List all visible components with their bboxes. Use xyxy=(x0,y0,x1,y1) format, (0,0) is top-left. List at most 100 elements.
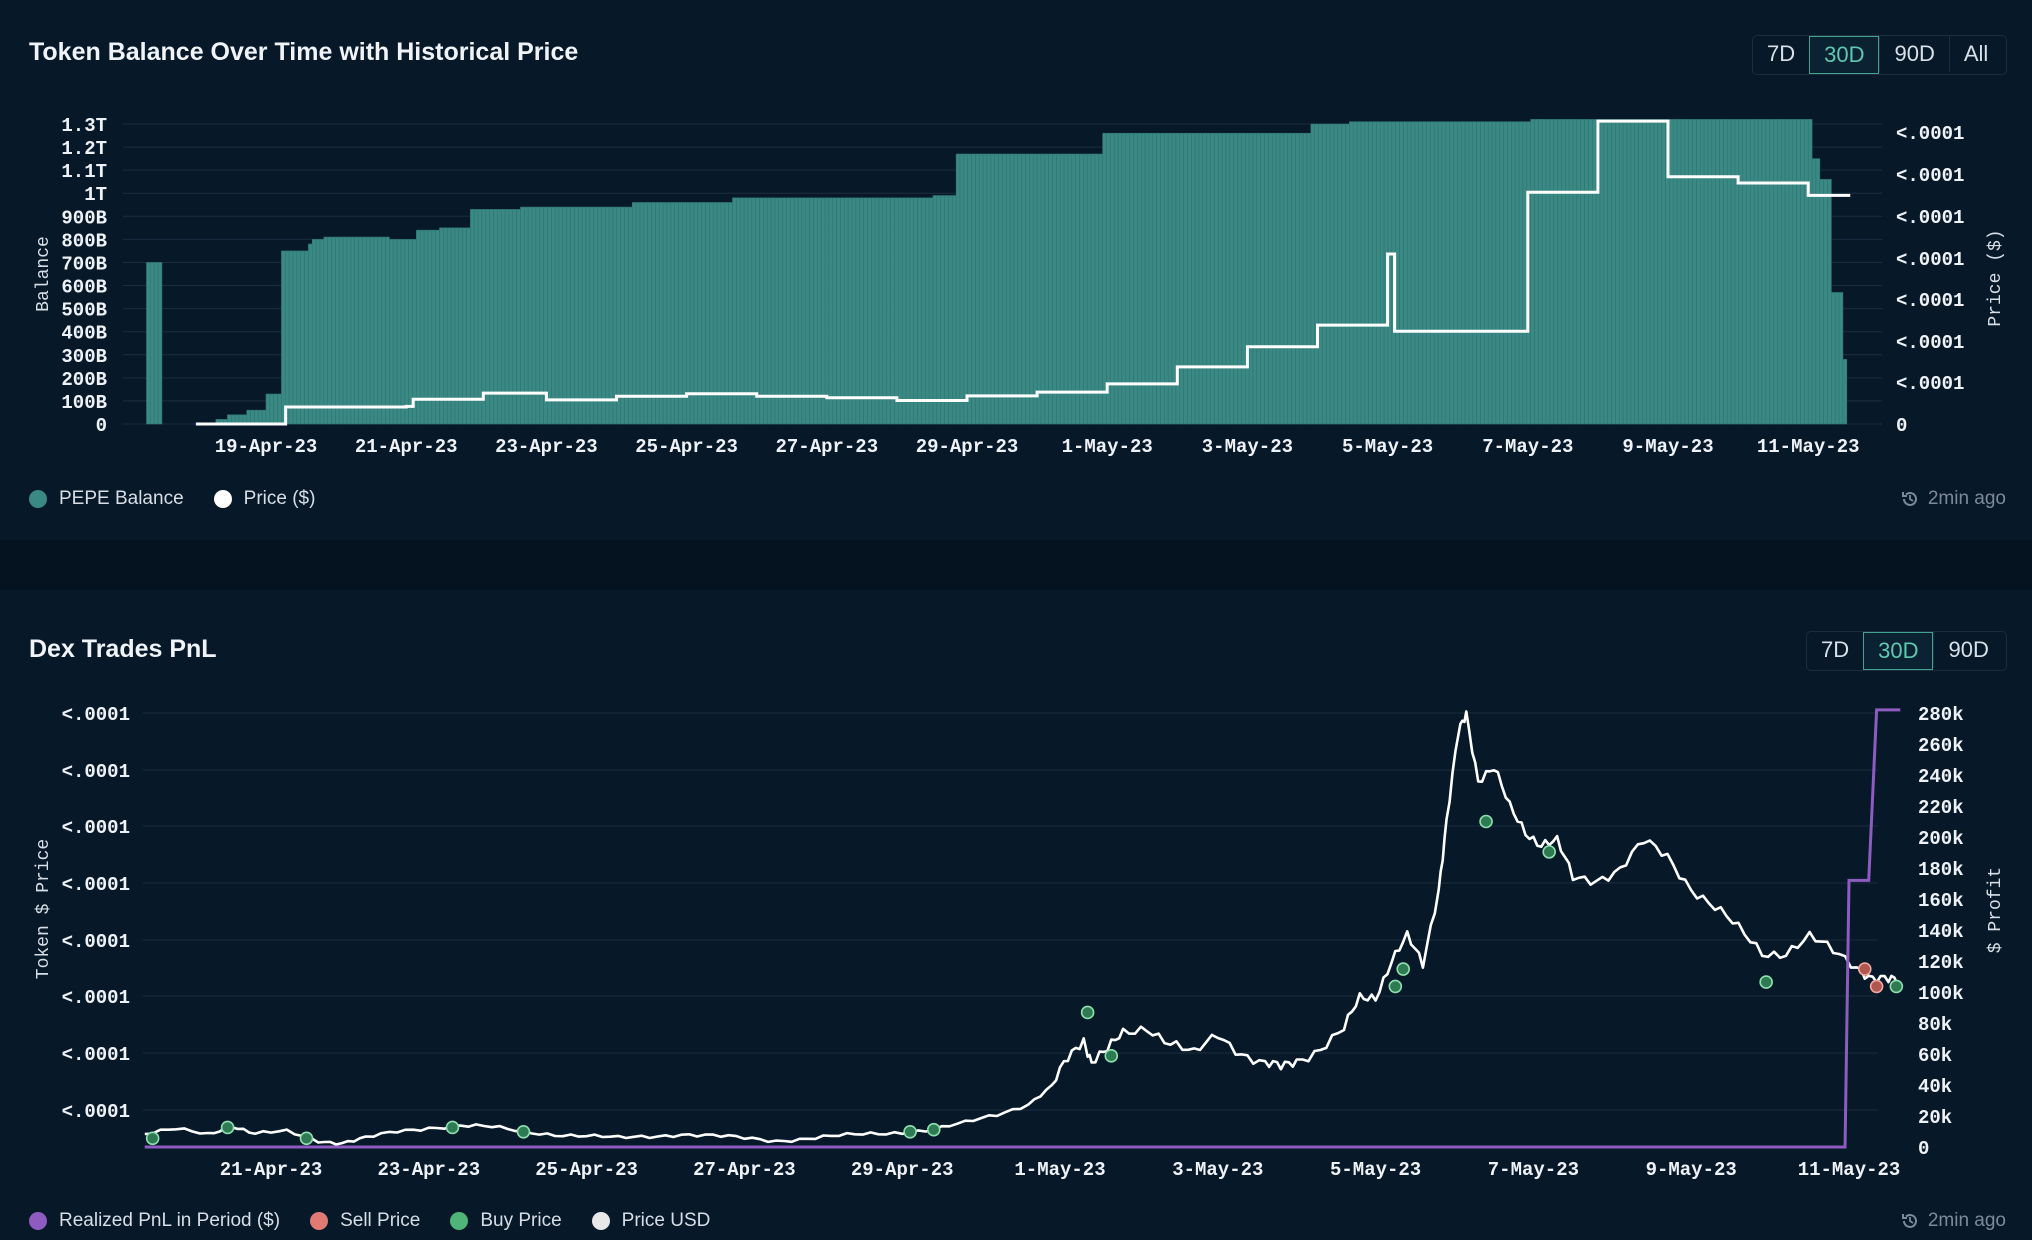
legend-item-balance[interactable]: PEPE Balance xyxy=(29,488,184,510)
balance-bar xyxy=(269,393,275,425)
balance-bar xyxy=(1626,119,1632,425)
balance-bar xyxy=(1071,153,1076,425)
legend-item-price-usd[interactable]: Price USD xyxy=(591,1210,711,1232)
balance-bar xyxy=(805,197,810,425)
balance-bar xyxy=(1283,132,1289,425)
buy-price-marker xyxy=(903,1125,917,1139)
legend-label: Price USD xyxy=(621,1210,711,1231)
balance-bar xyxy=(1557,119,1562,425)
y-tick-label: <.0001 xyxy=(62,817,130,839)
balance-bar xyxy=(898,197,903,425)
balance-bar xyxy=(1314,123,1319,425)
balance-bar xyxy=(1094,153,1100,425)
balance-bar xyxy=(1191,132,1196,425)
balance-bar xyxy=(1252,132,1258,425)
balance-bar xyxy=(443,227,448,425)
range-all-button[interactable]: All xyxy=(1948,36,2002,72)
balance-bar xyxy=(547,206,552,425)
range-selector: 7D 30D 90D All xyxy=(1752,35,2007,75)
range-7d-button[interactable]: 7D xyxy=(1767,41,1796,66)
balance-bar xyxy=(524,206,529,425)
balance-bar xyxy=(1268,132,1273,425)
balance-bar xyxy=(1688,119,1693,425)
balance-bar xyxy=(666,202,672,425)
balance-bar xyxy=(1703,119,1709,425)
balance-bar xyxy=(928,197,934,425)
balance-bar xyxy=(670,202,676,425)
balance-bar xyxy=(1499,121,1504,425)
balance-bar xyxy=(389,239,394,425)
range-90d-button[interactable]: 90D xyxy=(1933,632,2002,668)
balance-bar xyxy=(1588,119,1593,425)
x-tick-label: 3-May-23 xyxy=(1172,1159,1263,1181)
balance-bar xyxy=(1237,132,1242,425)
balance-bar xyxy=(1048,153,1053,425)
balance-bar xyxy=(1075,153,1080,425)
balance-bar xyxy=(1730,119,1736,425)
legend-item-buy[interactable]: Buy Price xyxy=(450,1210,562,1232)
balance-bar xyxy=(466,227,471,425)
balance-bar xyxy=(1379,121,1385,425)
balance-bar xyxy=(1657,119,1663,425)
balance-bar xyxy=(1495,121,1501,425)
balance-bar xyxy=(551,206,556,425)
legend-item-price[interactable]: Price ($) xyxy=(213,488,315,510)
y-tick-label: 1.1T xyxy=(61,161,107,183)
balance-bar xyxy=(1742,119,1747,425)
x-tick-label: 1-May-23 xyxy=(1062,436,1153,458)
y2-tick-label: 0 xyxy=(1918,1138,1929,1160)
balance-bar xyxy=(273,393,278,425)
balance-bar xyxy=(774,197,780,425)
balance-bar xyxy=(1618,119,1624,425)
balance-bar xyxy=(712,202,718,425)
range-90d-button[interactable]: 90D xyxy=(1879,36,1948,72)
balance-bar xyxy=(1137,132,1142,425)
balance-bar xyxy=(1052,153,1057,425)
balance-bar xyxy=(1734,119,1740,425)
balance-bar xyxy=(439,227,444,425)
balance-bar xyxy=(1133,132,1138,425)
balance-bar xyxy=(284,250,290,425)
balance-bar xyxy=(685,202,691,425)
balance-bar xyxy=(331,236,336,425)
range-30d-button[interactable]: 30D xyxy=(1809,36,1880,74)
buy-price-marker xyxy=(145,1131,160,1146)
balance-bar xyxy=(1804,119,1809,425)
balance-bar xyxy=(1653,119,1659,425)
balance-bar xyxy=(585,206,591,425)
balance-bar xyxy=(1765,119,1770,425)
balance-bar xyxy=(1541,119,1547,425)
balance-bar xyxy=(1202,132,1208,425)
balance-bar xyxy=(901,197,907,425)
y2-axis-title: Price ($) xyxy=(1986,229,2006,326)
legend-item-pnl[interactable]: Realized PnL in Period ($) xyxy=(29,1210,280,1232)
x-tick-label: 25-Apr-23 xyxy=(635,436,738,458)
y2-tick-label: <.0001 xyxy=(1896,290,1964,312)
balance-bar xyxy=(1264,132,1269,425)
balance-bar xyxy=(1468,121,1474,425)
legend-label: Realized PnL in Period ($) xyxy=(59,1210,281,1231)
range-30d-button[interactable]: 30D xyxy=(1863,632,1934,670)
balance-bar xyxy=(1672,119,1678,425)
balance-bar xyxy=(921,197,926,425)
balance-bar xyxy=(1198,132,1204,425)
balance-bar xyxy=(844,197,849,425)
balance-bar xyxy=(1117,132,1123,425)
balance-bar xyxy=(747,197,753,425)
balance-bar xyxy=(1414,121,1420,425)
balance-bar xyxy=(1449,121,1454,425)
last-updated-text: 2min ago xyxy=(1927,1210,2006,1231)
balance-bar xyxy=(1140,132,1146,425)
balance-bar xyxy=(558,206,564,425)
balance-bar xyxy=(350,236,356,425)
range-7d-button[interactable]: 7D xyxy=(1821,637,1850,662)
balance-bar xyxy=(1067,153,1073,425)
buy-price-marker xyxy=(1104,1049,1119,1063)
y2-tick-label: 180k xyxy=(1918,859,1964,881)
balance-bar xyxy=(1187,132,1192,425)
balance-bar xyxy=(292,250,298,425)
balance-legend: PEPE Balance Price ($) xyxy=(29,488,345,510)
legend-item-sell[interactable]: Sell Price xyxy=(310,1210,420,1232)
buy-price-marker xyxy=(926,1122,941,1137)
balance-bar xyxy=(246,409,251,425)
